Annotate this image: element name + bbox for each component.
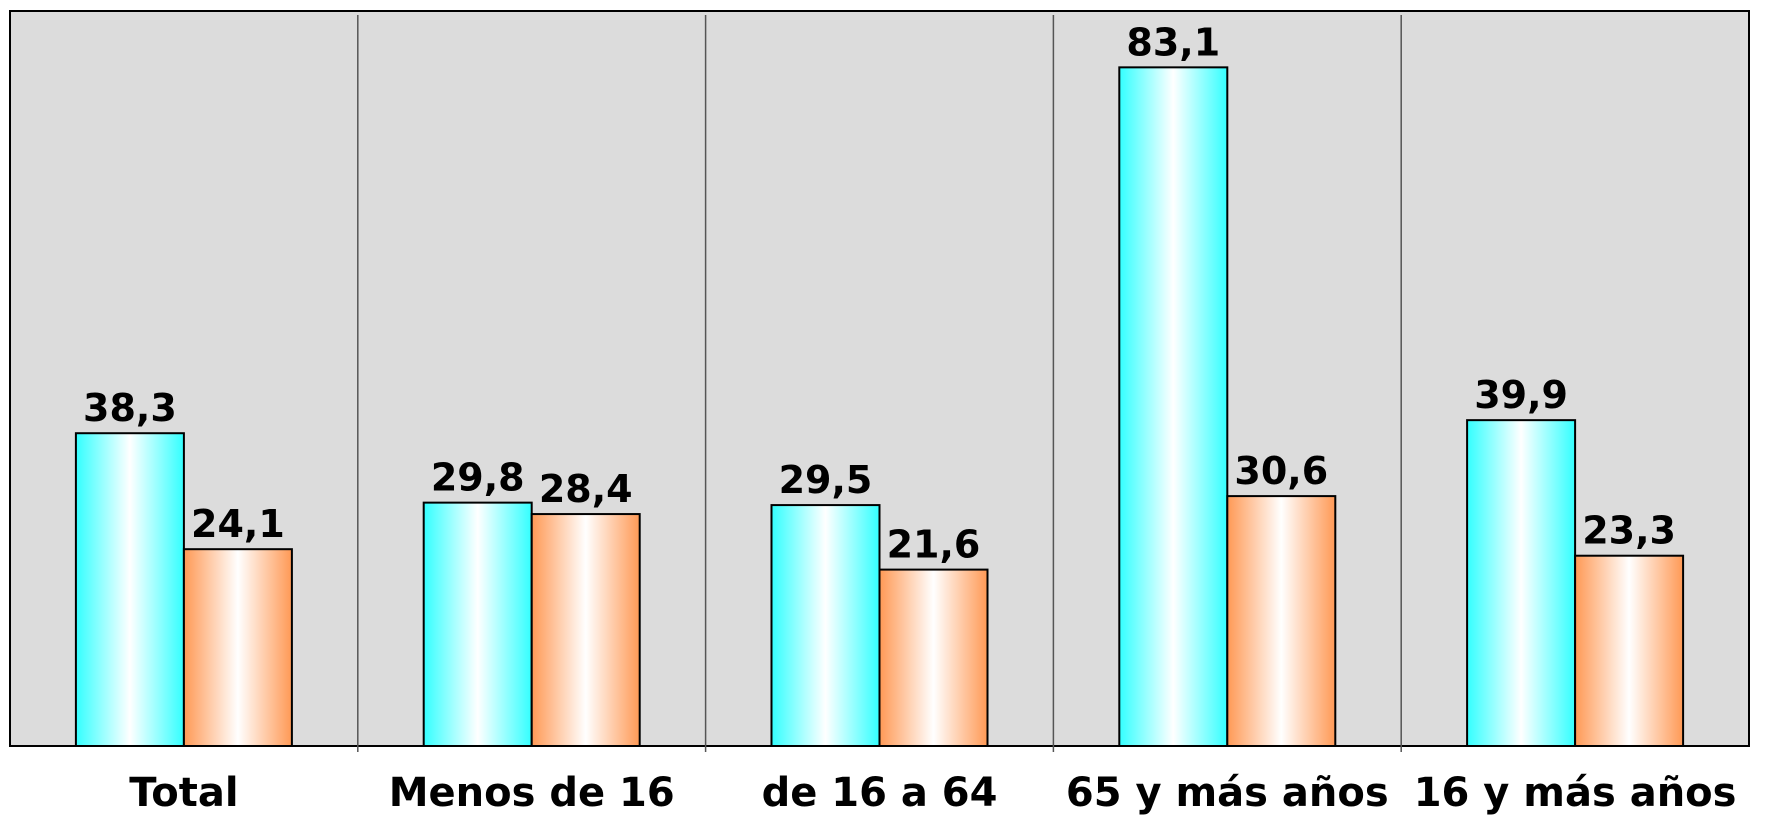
bar-series-1-2	[770, 504, 881, 748]
bar-series-2-1	[530, 513, 641, 747]
data-label: 29,8	[431, 456, 525, 500]
x-tick-label: Menos de 16	[389, 770, 675, 816]
value-labels-group: 38,3 24,1 29,8 28,4 29,5 21,6 83,1 30,6 39,9 23,3	[83, 20, 1676, 566]
bar-series-1-3	[1118, 66, 1229, 748]
bar-series-1-0	[74, 432, 185, 747]
x-tick-label: 65 y más años	[1066, 770, 1389, 816]
data-label: 21,6	[887, 523, 981, 567]
bar-series-1-1	[422, 501, 533, 747]
data-label: 28,4	[539, 467, 633, 511]
bar-series-2-4	[1574, 554, 1685, 748]
data-label: 30,6	[1234, 449, 1328, 493]
x-tick-label: de 16 a 64	[762, 770, 998, 816]
bar-series-2-3	[1226, 495, 1337, 747]
data-label: 29,5	[779, 458, 873, 502]
x-tick-label: Total	[129, 770, 238, 816]
data-label: 23,3	[1582, 509, 1676, 553]
data-label: 38,3	[83, 386, 177, 430]
category-labels-group: Total Menos de 16 de 16 a 64 65 y más años 1…	[129, 770, 1736, 816]
bar-series-1-4	[1466, 419, 1577, 747]
category-separators	[357, 15, 1402, 752]
data-label: 24,1	[191, 502, 285, 546]
x-tick-label: 16 y más años	[1414, 770, 1737, 816]
data-label: 83,1	[1126, 20, 1220, 64]
bar-series-2-0	[182, 548, 293, 748]
bar-series-2-2	[878, 568, 989, 747]
bars-group	[74, 66, 1685, 748]
data-label: 39,9	[1474, 373, 1568, 417]
